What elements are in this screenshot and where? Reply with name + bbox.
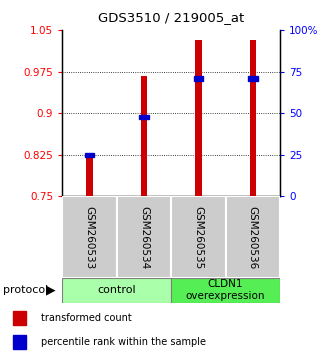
Text: protocol: protocol: [3, 285, 48, 295]
Text: transformed count: transformed count: [41, 313, 132, 323]
Bar: [86, 158, 93, 196]
Bar: [171, 196, 226, 278]
Text: GSM260535: GSM260535: [193, 206, 204, 269]
Text: percentile rank within the sample: percentile rank within the sample: [41, 337, 206, 347]
Bar: [62, 196, 117, 278]
Text: CLDN1
overexpression: CLDN1 overexpression: [186, 279, 265, 301]
Text: control: control: [98, 285, 136, 295]
Bar: [195, 40, 202, 196]
Bar: [141, 75, 147, 196]
Text: GSM260534: GSM260534: [139, 206, 149, 269]
Bar: [12, 335, 26, 349]
Text: GDS3510 / 219005_at: GDS3510 / 219005_at: [98, 11, 244, 24]
Bar: [250, 40, 256, 196]
Bar: [117, 196, 171, 278]
Bar: [12, 312, 26, 325]
Bar: [194, 76, 203, 81]
Bar: [248, 76, 258, 81]
Text: ▶: ▶: [46, 284, 56, 297]
FancyBboxPatch shape: [171, 278, 280, 303]
Bar: [139, 115, 149, 119]
Text: GSM260533: GSM260533: [84, 206, 95, 269]
Bar: [226, 196, 280, 278]
Text: GSM260536: GSM260536: [248, 206, 258, 269]
FancyBboxPatch shape: [62, 278, 171, 303]
Bar: [85, 153, 94, 157]
